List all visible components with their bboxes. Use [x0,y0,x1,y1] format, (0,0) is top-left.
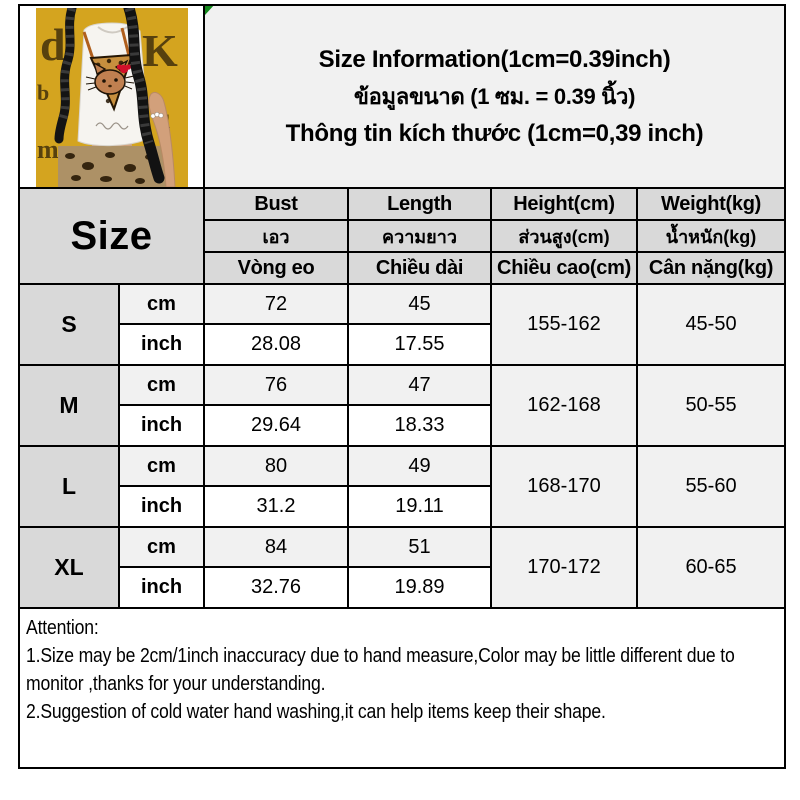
unit-inch: inch [118,566,205,609]
table-row-l-inch: inch 31.2 19.11 [19,485,785,528]
title-cell: Size Information(1cm=0.39inch) ข้อมูลขนา… [202,4,787,189]
size-label-l: L [18,445,120,528]
unit-cm: cm [118,445,205,487]
table-row-m-inch: inch 29.64 18.33 [19,404,785,447]
table-row-m-cm: M cm 76 47 162-168 50-55 [18,364,787,447]
weight-s: 45-50 [635,283,787,366]
title-th: ข้อมูลขนาด (1 ซม. = 0.39 นิ้ว) [353,84,636,109]
table-row-xl-inch: inch 32.76 19.89 [19,566,785,609]
bust-cm-m: 76 [203,364,349,406]
unit-inch: inch [118,323,205,366]
length-cm-xl: 51 [347,526,492,568]
weight-l: 55-60 [635,445,787,528]
title-vi: Thông tin kích thước (1cm=0,39 inch) [285,120,704,147]
unit-cm: cm [118,526,205,568]
attention-cell: Attention: 1.Size may be 2cm/1inch inacc… [17,607,787,769]
cell-corner-marker-icon [206,7,215,15]
header-row-vi: Vòng eo Chiều dài Chiều cao(cm) Cân nặng… [19,251,787,285]
col-header-height-th: ส่วนสูง(cm) [490,219,638,253]
header-row-th: เอว ความยาว ส่วนสูง(cm) น้ำหนัก(kg) [19,219,787,253]
height-l: 168-170 [490,445,638,528]
height-m: 162-168 [490,364,638,447]
table-row-s-cm: S cm 72 45 155-162 45-50 [18,283,787,366]
weight-xl: 60-65 [635,526,787,609]
col-header-length-vi: Chiều dài [347,251,492,285]
bust-inch-s: 28.08 [203,323,349,366]
product-photo: d K b u n m [35,8,188,186]
weight-m: 50-55 [635,364,787,447]
size-label-s: S [18,283,120,366]
unit-cm: cm [118,364,205,406]
length-cm-m: 47 [347,364,492,406]
title-en: Size Information(1cm=0.39inch) [318,46,671,73]
col-header-length-th: ความยาว [347,219,492,253]
length-cm-l: 49 [347,445,492,487]
col-header-bust-vi: Vòng eo [203,251,349,285]
table-row-xl-cm: XL cm 84 51 170-172 60-65 [18,526,787,609]
height-s: 155-162 [490,283,638,366]
col-header-weight-en: Weight(kg) [635,187,787,221]
table-row-s-inch: inch 28.08 17.55 [19,323,785,366]
size-header: Size [18,187,205,285]
length-inch-l: 19.11 [347,485,492,528]
size-label-m: M [18,364,120,447]
svg-text:m: m [37,135,59,164]
product-photo-cell: d K b u n m [18,4,205,189]
size-label-xl: XL [18,526,120,609]
attention-row: Attention: 1.Size may be 2cm/1inch inacc… [17,607,787,769]
svg-text:K: K [142,25,178,76]
attention-line-2: 2.Suggestion of cold water hand washing,… [26,701,606,723]
col-header-weight-th: น้ำหนัก(kg) [635,219,787,253]
attention-text: Attention: 1.Size may be 2cm/1inch inacc… [26,614,774,726]
col-header-height-en: Height(cm) [490,187,638,221]
length-cm-s: 45 [347,283,492,325]
height-xl: 170-172 [490,526,638,609]
svg-text:d: d [40,19,66,70]
table-row-l-cm: L cm 80 49 168-170 55-60 [18,445,787,528]
bust-inch-l: 31.2 [203,485,349,528]
unit-cm: cm [118,283,205,325]
attention-heading: Attention: [26,617,99,639]
length-inch-xl: 19.89 [347,566,492,609]
col-header-bust-th: เอว [203,219,349,253]
bust-cm-xl: 84 [203,526,349,568]
svg-text:b: b [37,80,49,105]
bust-cm-l: 80 [203,445,349,487]
col-header-height-vi: Chiều cao(cm) [490,251,638,285]
bust-cm-s: 72 [203,283,349,325]
attention-line-1: 1.Size may be 2cm/1inch inaccuracy due t… [26,645,735,695]
unit-inch: inch [118,404,205,447]
header-row-en: Size Bust Length Height(cm) Weight(kg) [18,187,787,285]
col-header-weight-vi: Cân nặng(kg) [635,251,787,285]
photo-title-row: d K b u n m [18,4,787,189]
unit-inch: inch [118,485,205,528]
col-header-length-en: Length [347,187,492,221]
length-inch-m: 18.33 [347,404,492,447]
length-inch-s: 17.55 [347,323,492,366]
bust-inch-m: 29.64 [203,404,349,447]
col-header-bust-en: Bust [203,187,349,221]
size-chart-table: d K b u n m [17,4,787,769]
bust-inch-xl: 32.76 [203,566,349,609]
